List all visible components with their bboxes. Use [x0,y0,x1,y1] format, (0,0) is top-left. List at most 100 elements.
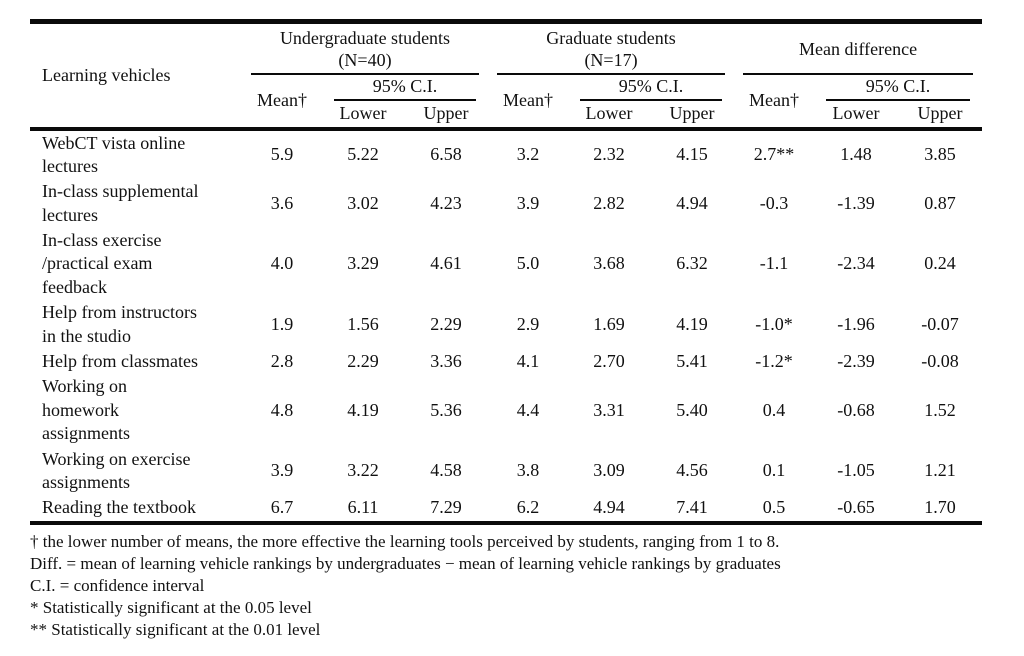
col-header-upper-mean-difference: Upper [917,103,963,123]
group-header-graduate: Graduate students (N=17) [488,22,734,75]
ci-label-mean-difference: 95% C.I. [826,75,971,101]
value-cell: -1.05 [837,460,875,481]
value-cell: 4.0 [270,253,294,274]
ci-header-row: Mean† 95% C.I. Mean† 95% C.I. Mean† 95% … [30,75,982,110]
value-cell: 0.24 [924,253,956,274]
value-cell: 4.58 [430,460,462,481]
value-cell: 4.1 [516,351,540,372]
row-label: In-class supplemental lectures [42,181,199,225]
row-label: Reading the textbook [30,495,242,525]
value-cell: 1.9 [270,313,294,334]
row-label: Help from classmates [42,351,198,372]
ci-header-undergraduate: 95% C.I. [322,75,488,101]
col-header-upper-graduate: Upper [669,103,715,123]
value-cell: 3.09 [593,460,625,481]
value-cell: 4.19 [676,313,708,334]
value-cell: 3.22 [347,460,379,481]
table-row: WebCT vista online lectures 5.9 5.22 6.58 3.… [30,126,983,180]
table-row: In-class supplemental lectures 3.6 3.02 4.2… [30,179,982,228]
col-header-mean-undergraduate: Mean† [257,90,307,111]
value-cell: -0.07 [921,313,959,334]
table-row: Help from classmates 2.8 2.29 3.36 4.1 2.70 5.… [30,349,982,374]
value-cell: 3.29 [347,253,379,274]
row-label: Working on homework assignments [42,376,130,444]
ci-header-graduate: 95% C.I. [568,75,734,101]
table-row: Help from instructors in the studio 1.9 1.… [30,300,982,349]
value-cell: 2.70 [593,351,625,372]
value-cell: 1.69 [593,313,625,334]
value-cell: 4.23 [430,192,462,213]
value-cell: 4.8 [270,399,294,420]
value-cell: 4.94 [568,495,651,525]
row-label: WebCT vista online lectures [30,126,242,180]
table-row: In-class exercise /practical exam feedba… [30,228,982,300]
value-cell: 5.36 [430,399,462,420]
value-cell: 0.4 [762,399,786,420]
col-header-upper-undergraduate: Upper [423,103,469,123]
footnote-line: † the lower number of means, the more ef… [30,531,780,551]
table-row: Reading the textbook 6.7 6.11 7.29 6.2 4.94 7.… [30,495,983,525]
value-cell: 5.9 [242,126,322,180]
value-cell: -1.39 [837,192,875,213]
ci-header-mean-difference: 95% C.I. [814,75,982,101]
value-cell: 5.0 [516,253,540,274]
group-title-mean-difference: Mean difference [743,27,974,75]
value-cell: 3.36 [430,351,462,372]
value-cell: -1.96 [837,313,875,334]
table-row: Working on homework assignments 4.8 4.19 5.… [30,374,982,446]
table-row: Working on exercise assignments 3.9 3.22 4.… [30,447,982,496]
footnote-line: ** Statistically significant at the 0.01… [30,620,321,640]
value-cell: 2.29 [430,313,462,334]
value-cell: 4.15 [650,126,735,180]
col-header-mean-graduate: Mean† [503,90,553,111]
col-header-mean-difference: Mean† [749,90,799,111]
value-cell: 1.48 [814,126,899,180]
table-header: Learning vehicles Undergraduate students… [30,22,982,129]
value-cell: 5.40 [676,399,708,420]
value-cell: 0.87 [924,192,956,213]
value-cell: 0.5 [734,495,815,525]
value-cell: 3.68 [593,253,625,274]
value-cell: -0.08 [921,351,959,372]
value-cell: -1.0* [755,313,793,334]
col-header-lower-undergraduate: Lower [339,103,387,123]
value-cell: -2.34 [837,253,875,274]
value-cell: 1.70 [898,495,983,525]
learning-vehicles-table: Learning vehicles Undergraduate students… [30,19,983,525]
ci-label-undergraduate: 95% C.I. [334,75,477,101]
value-cell: 5.41 [676,351,708,372]
value-cell: 3.8 [516,460,540,481]
group-header-mean-difference: Mean difference [734,22,982,75]
value-cell: 3.6 [270,192,294,213]
value-cell: 4.56 [676,460,708,481]
value-cell: 1.52 [924,399,956,420]
value-cell: -1.1 [759,253,789,274]
bounds-header-row: Lower Upper Lower Upper Lower Upper [30,101,982,129]
value-cell: -0.68 [837,399,875,420]
value-cell: 2.8 [270,351,294,372]
value-cell: 3.9 [516,192,540,213]
value-cell: 6.32 [676,253,708,274]
value-cell: 6.11 [322,495,404,525]
value-cell: 3.85 [898,126,983,180]
value-cell: 7.29 [404,495,489,525]
value-cell: 4.4 [516,399,540,420]
value-cell: 2.29 [347,351,379,372]
group-header-row: Learning vehicles Undergraduate students… [30,22,982,85]
value-cell: 5.22 [322,126,404,180]
value-cell: 4.19 [347,399,379,420]
table-body: WebCT vista online lectures 5.9 5.22 6.58 3.… [30,126,983,525]
value-cell: -0.3 [759,192,789,213]
col-header-lower-mean-difference: Lower [832,103,880,123]
col-header-learning-vehicles: Learning vehicles [42,64,171,85]
value-cell: 6.58 [404,126,489,180]
value-cell: 1.21 [924,460,956,481]
group-title-graduate: Graduate students (N=17) [497,27,726,75]
value-cell: 6.2 [488,495,569,525]
value-cell: 1.56 [347,313,379,334]
footnote-line: * Statistically significant at the 0.05 … [30,598,312,618]
value-cell: 3.9 [270,460,294,481]
row-label: In-class exercise /practical exam feedba… [42,230,162,297]
ci-label-graduate: 95% C.I. [580,75,723,101]
